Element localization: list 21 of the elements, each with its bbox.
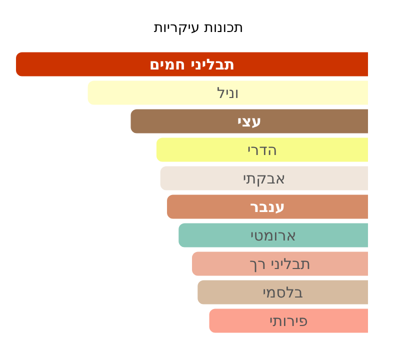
bar (192, 252, 368, 276)
y-tick-label: וניל (216, 84, 239, 102)
chart-title: תכונות עיקריות (154, 20, 244, 36)
y-tick-label: עצי (237, 112, 262, 130)
bar (178, 223, 368, 248)
bar (130, 109, 368, 134)
bar (156, 138, 368, 162)
y-tick-label: בלסמי (262, 283, 304, 302)
bar (198, 280, 368, 304)
y-tick-label: תבליני חמים (149, 55, 235, 74)
bar (88, 80, 368, 105)
y-tick-label: פירותי (269, 312, 308, 330)
bar (167, 194, 368, 219)
bar (209, 308, 368, 333)
bar (16, 52, 368, 76)
y-tick-label: אבקתי (242, 169, 286, 188)
y-tick-label: תבליני רך (249, 254, 311, 273)
y-tick-label: הדרי (247, 140, 278, 159)
y-tick-label: ארומטי (250, 226, 296, 244)
bar (160, 166, 368, 190)
y-tick-label: ענבר (250, 198, 285, 216)
